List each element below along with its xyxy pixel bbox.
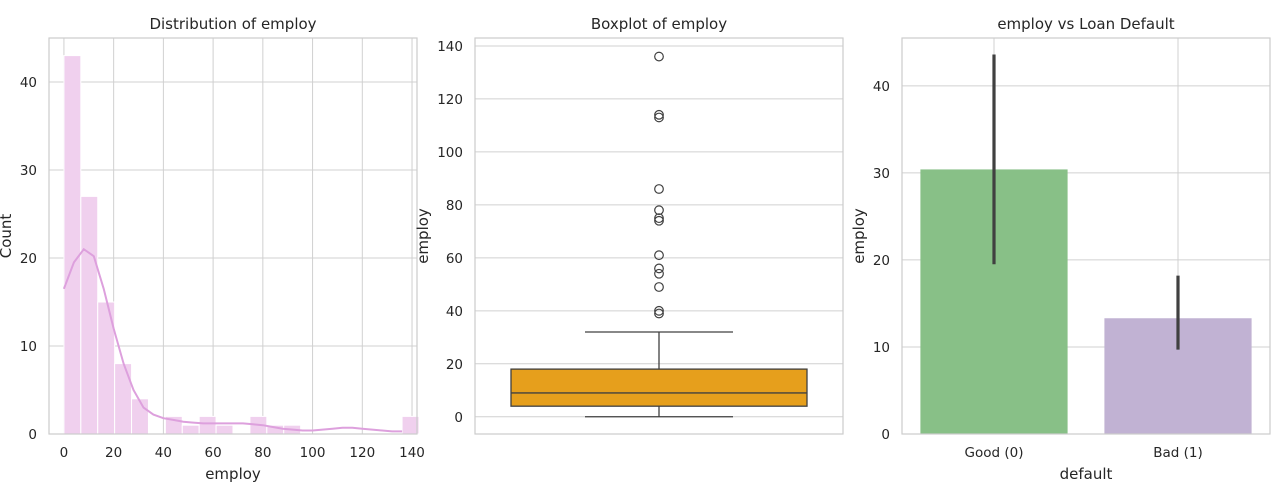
outlier-point <box>654 215 664 226</box>
iqr-box <box>510 368 808 407</box>
box-axes-frame <box>474 37 844 435</box>
bar-x-tick-label: Good (0) <box>965 445 1024 461</box>
box-y-tick-label: 100 <box>437 145 463 161</box>
box-y-tick-label: 120 <box>437 92 463 108</box>
hist-bar <box>215 424 234 435</box>
hist-y-tick-label: 10 <box>20 339 37 355</box>
hist-bar <box>181 424 200 435</box>
hist-x-tick-label: 40 <box>155 445 172 461</box>
hist-x-tick-label: 60 <box>205 445 222 461</box>
hist-y-tick-label: 0 <box>28 427 37 443</box>
hist-title: Distribution of employ <box>149 15 316 33</box>
box-title: Boxplot of employ <box>591 15 727 33</box>
outlier-point <box>654 263 664 274</box>
outlier-point <box>654 250 664 261</box>
hist-x-tick-label: 100 <box>300 445 326 461</box>
box-y-tick-label: 80 <box>446 198 463 214</box>
hist-bar <box>80 195 99 435</box>
hist-x-tick-label: 0 <box>60 445 69 461</box>
outlier-point <box>654 184 664 194</box>
hist-x-tick-label: 80 <box>254 445 271 461</box>
hist-y-axis-label: Count <box>0 214 15 259</box>
bar-y-axis-label: employ <box>850 208 868 264</box>
outlier-point <box>654 268 664 279</box>
bar-y-tick-label: 0 <box>881 427 890 443</box>
kde-curve <box>62 247 403 433</box>
bar-y-tick-label: 10 <box>873 340 890 356</box>
bar-x-axis-label: default <box>1060 465 1113 483</box>
outlier-point <box>654 308 664 319</box>
hist-x-tick-label: 140 <box>399 445 425 461</box>
bar-y-tick-label: 30 <box>873 166 890 182</box>
hist-bar <box>63 55 82 435</box>
bar-axes-frame <box>901 37 1271 435</box>
bar-x-tick-label: Bad (1) <box>1153 445 1203 461</box>
box-y-tick-label: 140 <box>437 39 463 55</box>
outlier-point <box>654 205 664 216</box>
outlier-point <box>654 213 664 224</box>
bar-panel: Good (0) Bad (1) 0 10 20 30 40 employ vs Loan D… <box>850 15 1271 483</box>
hist-y-tick-label: 20 <box>20 251 37 267</box>
outlier-point <box>654 282 664 292</box>
box-y-tick-label: 40 <box>446 304 463 320</box>
hist-y-tick-label: 30 <box>20 163 37 179</box>
outlier-point <box>654 305 664 316</box>
hist-x-tick-label: 120 <box>349 445 375 461</box>
outlier-point <box>654 112 664 123</box>
hist-x-axis-label: employ <box>205 465 261 483</box>
outlier-point <box>654 109 664 120</box>
bar-y-tick-label: 20 <box>873 253 890 269</box>
hist-bar <box>114 363 133 435</box>
box-y-tick-label: 0 <box>454 410 463 426</box>
histogram-panel: 0 20 40 60 80 100 120 140 0 10 20 30 40 Distribution … <box>0 15 425 483</box>
bar-y-tick-label: 40 <box>873 79 890 95</box>
hist-bar <box>131 398 149 435</box>
hist-bar <box>198 415 217 435</box>
hist-x-tick-label: 20 <box>105 445 122 461</box>
boxplot-panel: 0 20 40 60 80 100 120 140 Boxplot of employ emplo… <box>414 15 844 435</box>
hist-axes-frame <box>48 37 418 435</box>
hist-y-tick-label: 40 <box>20 75 37 91</box>
outlier-point <box>654 51 664 62</box>
bar-title: employ vs Loan Default <box>997 15 1174 33</box>
box-y-tick-label: 60 <box>446 251 463 267</box>
box-y-axis-label: employ <box>414 208 432 264</box>
box-y-tick-label: 20 <box>446 357 463 373</box>
